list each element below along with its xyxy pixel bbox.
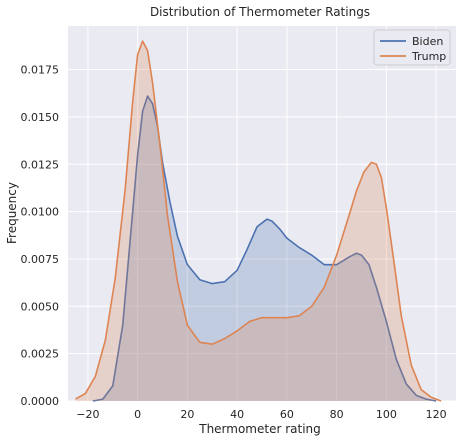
x-tick-labels: −20 0 20 40 60 80 100 120	[76, 408, 446, 421]
x-tick-label: 20	[180, 408, 194, 421]
y-tick-label: 0.0175	[21, 64, 60, 77]
y-tick-label: 0.0150	[21, 111, 60, 124]
x-tick-label: 80	[330, 408, 344, 421]
grid	[68, 26, 456, 402]
series-layer	[75, 40, 442, 402]
y-tick-label: 0.0100	[21, 206, 60, 219]
density-fill-trump	[75, 41, 442, 402]
y-tick-label: 0.0000	[21, 395, 60, 408]
x-tick-label: 120	[426, 408, 447, 421]
x-tick-label: −20	[76, 408, 99, 421]
legend: Biden Trump	[373, 29, 451, 66]
legend-label-biden: Biden	[412, 35, 443, 48]
density-line-trump	[75, 40, 442, 402]
y-tick-label: 0.0050	[21, 300, 60, 313]
legend-label-trump: Trump	[411, 50, 446, 63]
chart-title: Distribution of Thermometer Ratings	[150, 5, 370, 19]
y-axis-title: Frequency	[5, 182, 19, 244]
y-tick-label: 0.0125	[21, 158, 60, 171]
y-tick-labels: 0.0000 0.0025 0.0050 0.0075 0.0100 0.0125 0.01…	[21, 64, 60, 408]
y-tick-label: 0.0025	[21, 348, 60, 361]
x-tick-label: 100	[376, 408, 397, 421]
x-tick-label: 60	[280, 408, 294, 421]
x-tick-label: 0	[134, 408, 141, 421]
density-fill-biden	[92, 96, 437, 401]
density-line-biden	[92, 95, 437, 402]
x-tick-label: 40	[230, 408, 244, 421]
x-axis-title: Thermometer rating	[198, 422, 321, 436]
y-tick-label: 0.0075	[21, 253, 60, 266]
